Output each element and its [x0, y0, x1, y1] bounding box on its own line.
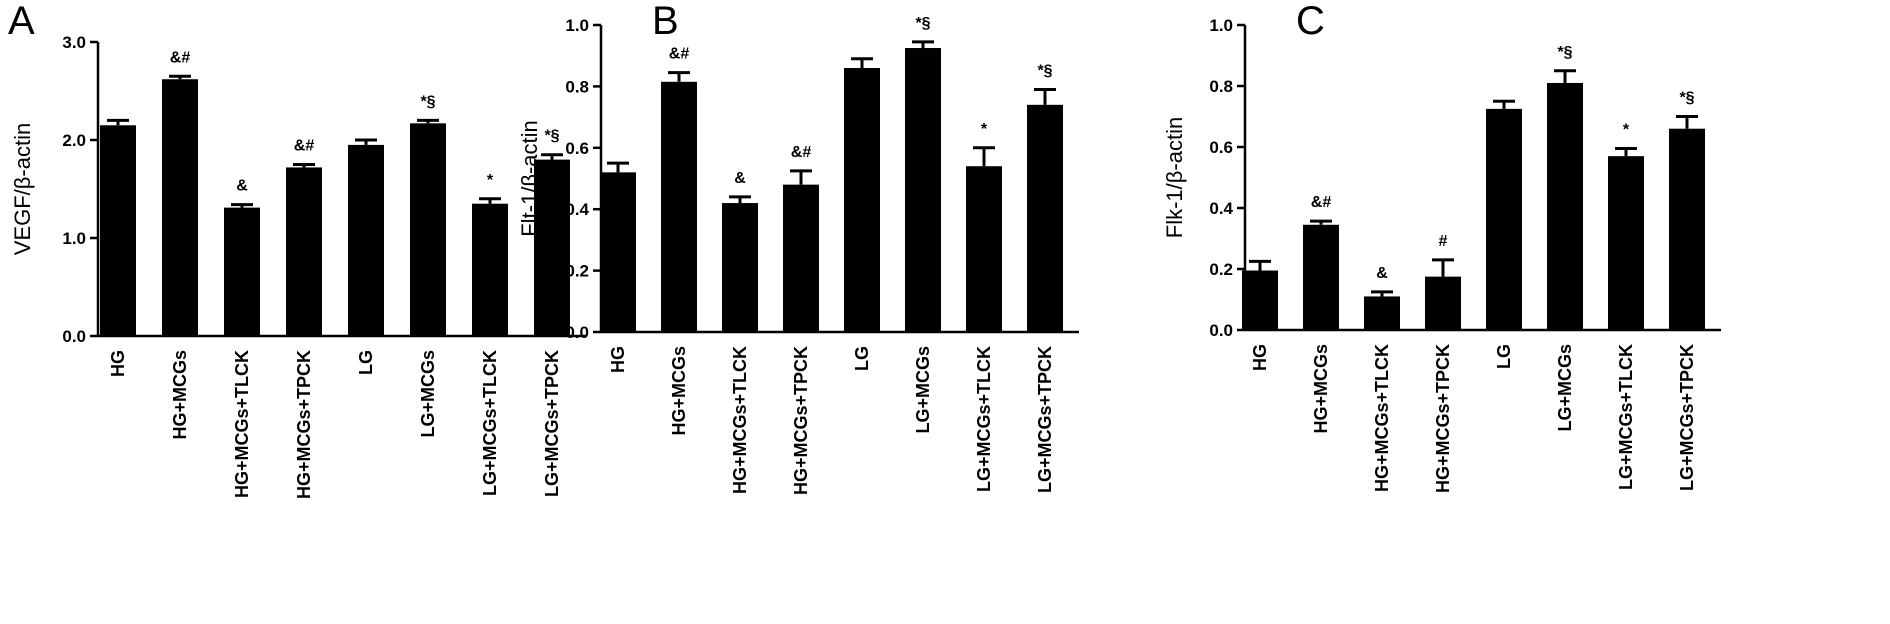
bar: [1303, 224, 1339, 330]
panel-letter: B: [652, 0, 679, 43]
x-tick-label: HG+MCGs+TLCK: [1372, 344, 1392, 492]
bar: [1242, 270, 1278, 330]
x-tick-label: LG: [852, 346, 872, 371]
significance-label: *§: [544, 128, 559, 145]
x-tick-label: LG+MCGs: [1555, 344, 1575, 432]
bar: [1364, 296, 1400, 330]
y-tick-label: 0.2: [565, 262, 589, 281]
bar: [1608, 156, 1644, 330]
bar: [1027, 104, 1063, 332]
significance-label: *: [487, 172, 494, 189]
bar: [348, 144, 384, 336]
significance-label: &: [1376, 265, 1388, 282]
x-tick-label: LG+MCGs+TPCK: [1035, 346, 1055, 493]
significance-label: #: [1439, 233, 1448, 250]
significance-label: &#: [1311, 194, 1332, 211]
significance-label: &: [734, 170, 746, 187]
bar: [534, 159, 570, 336]
x-tick-label: LG: [1494, 344, 1514, 369]
significance-label: &#: [791, 144, 812, 161]
x-tick-label: LG+MCGs+TLCK: [974, 346, 994, 492]
y-axis-title: VEGF/β-actin: [10, 123, 35, 255]
significance-label: *: [981, 121, 988, 138]
x-tick-label: HG+MCGs: [1311, 344, 1331, 434]
bar: [722, 203, 758, 332]
bar: [1486, 108, 1522, 330]
significance-label: &#: [294, 138, 315, 155]
x-tick-label: HG+MCGs: [669, 346, 689, 436]
chart-panel-a: A 0.0 1.0 2.0 3.0 VEGF/β-actin HG &# HG+MCGs & HG+…: [8, 0, 586, 499]
y-tick-label: 2.0: [62, 131, 86, 150]
y-tick-label: 0.0: [62, 327, 86, 346]
bar: [472, 203, 508, 336]
significance-label: *§: [420, 93, 435, 110]
significance-label: *§: [915, 15, 930, 32]
y-tick-label: 3.0: [62, 33, 86, 52]
significance-label: *§: [1679, 90, 1694, 107]
bar: [162, 79, 198, 337]
y-tick-label: 0.6: [565, 139, 589, 158]
panel-letter: A: [8, 0, 35, 43]
x-tick-label: LG+MCGs+TPCK: [1677, 344, 1697, 491]
bar: [600, 172, 636, 332]
significance-label: &#: [170, 49, 191, 66]
chart-panel-c: C0.00.20.40.60.81.0Flk-1/β-actinHG&#HG+M…: [1162, 0, 1721, 493]
y-tick-label: 0.8: [565, 77, 589, 96]
bar: [100, 125, 136, 336]
y-tick-label: 0.0: [1209, 321, 1233, 340]
x-tick-label: HG: [108, 350, 128, 377]
y-tick-label: 1.0: [565, 16, 589, 35]
x-tick-label: LG+MCGs+TLCK: [480, 350, 500, 496]
bar: [286, 167, 322, 336]
bar: [783, 184, 819, 332]
y-tick-label: 1.0: [62, 229, 86, 248]
y-axis-title: Flk-1/β-actin: [1162, 117, 1187, 238]
x-tick-label: LG+MCGs: [418, 350, 438, 438]
x-tick-label: HG+MCGs+TLCK: [232, 350, 252, 498]
x-tick-label: HG+MCGs+TLCK: [730, 346, 750, 494]
y-tick-label: 0.2: [1209, 260, 1233, 279]
panel-letter: C: [1296, 0, 1325, 43]
y-tick-label: 0.6: [1209, 138, 1233, 157]
x-tick-label: HG: [1250, 344, 1270, 371]
bar: [661, 81, 697, 332]
y-tick-label: 0.0: [565, 323, 589, 342]
bar: [844, 67, 880, 332]
bar: [1547, 82, 1583, 330]
bar: [1425, 276, 1461, 330]
y-tick-label: 1.0: [1209, 16, 1233, 35]
significance-label: &: [236, 178, 248, 195]
y-tick-label: 0.4: [565, 200, 589, 219]
x-tick-label: HG+MCGs+TPCK: [1433, 344, 1453, 493]
y-tick-label: 0.4: [1209, 199, 1233, 218]
y-tick-label: 0.8: [1209, 77, 1233, 96]
bar: [1669, 128, 1705, 330]
y-axis-title: Flt-1/β-actin: [517, 120, 542, 237]
bar: [966, 166, 1002, 332]
x-tick-label: LG+MCGs: [913, 346, 933, 434]
x-tick-label: LG+MCGs+TPCK: [542, 350, 562, 497]
x-tick-label: LG+MCGs+TLCK: [1616, 344, 1636, 490]
x-tick-label: HG+MCGs+TPCK: [294, 350, 314, 499]
bar: [410, 123, 446, 336]
x-tick-label: LG: [356, 350, 376, 375]
bar: [905, 48, 941, 333]
x-tick-label: HG+MCGs: [170, 350, 190, 440]
chart-panel-b: B 0.0 0.2 0.4 0.6 0.8 1.0 Flt-1/β-actin HG &# HG+M…: [517, 0, 1079, 495]
significance-label: *: [1623, 122, 1630, 139]
significance-label: *§: [1557, 44, 1572, 61]
bar: [224, 207, 260, 336]
significance-label: *§: [1037, 62, 1052, 79]
significance-label: &#: [669, 46, 690, 63]
x-tick-label: HG: [608, 346, 628, 373]
x-tick-label: HG+MCGs+TPCK: [791, 346, 811, 495]
